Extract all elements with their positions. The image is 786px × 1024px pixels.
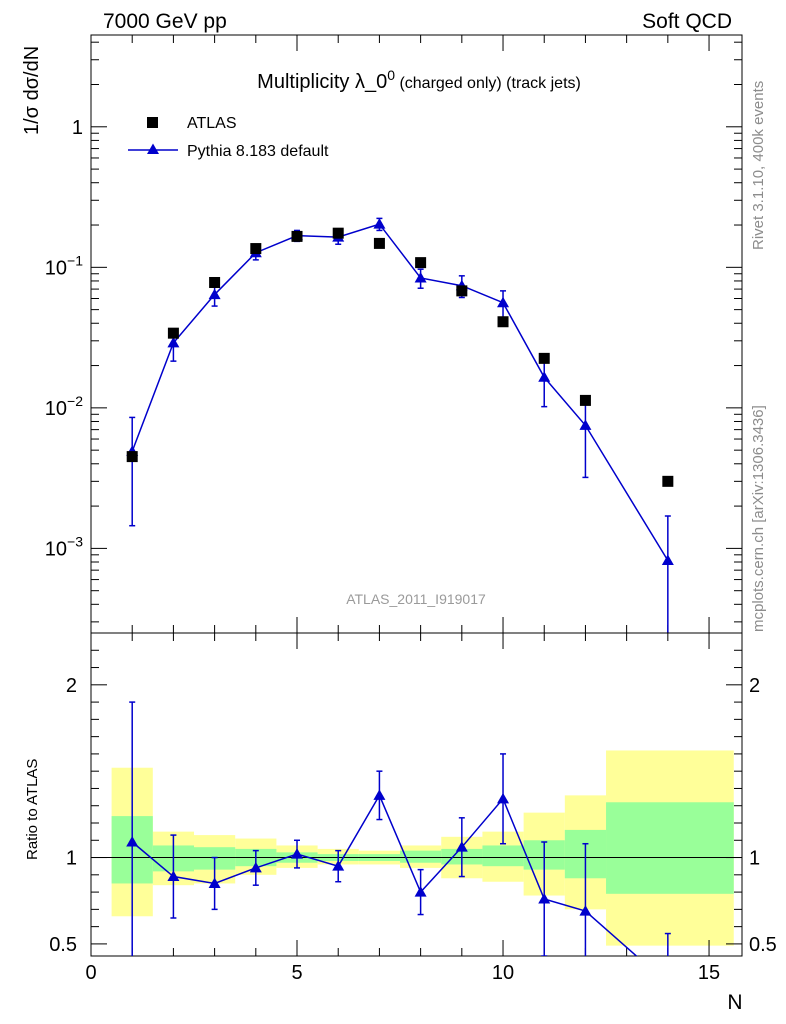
ratio-mc-point: [126, 836, 139, 847]
atlas-point: [291, 230, 303, 242]
mcplots-label: mcplots.cern.ch [arXiv:1306.3436]: [750, 405, 767, 632]
ratio-green-band: [400, 850, 442, 863]
ratio-ytick-label-left: 0.5: [49, 934, 77, 956]
mc-point: [373, 218, 386, 229]
ratio-mc-point: [662, 978, 674, 989]
ratio-ytick-label-right: 1: [749, 848, 760, 870]
main-axis-ticks: [90, 35, 742, 633]
ratio-mc-point: [579, 905, 592, 916]
main-title: Multiplicity λ_00 (charged only) (track …: [257, 67, 581, 93]
main-ytick-label: 10−1: [45, 252, 83, 279]
mc-point: [538, 371, 551, 382]
mc-point: [414, 271, 427, 283]
atlas-point: [497, 316, 509, 328]
ratio-panel: 0.5 0.5 1 1 2 2 0 5 10 15 Ratio to ATLAS N: [24, 632, 777, 1014]
legend-atlas-marker: [147, 117, 158, 128]
mc-point: [167, 336, 180, 348]
legend-mc-label: Pythia 8.183 default: [187, 143, 329, 160]
main-panel: 10−3 10−2 10−1 1 1/σ dσ/dN Multiplicity λ_0…: [21, 34, 743, 634]
analysis-watermark: ATLAS_2011_I919017: [346, 591, 486, 607]
ratio-mc-point: [497, 792, 510, 804]
main-ytick-label: 1: [72, 117, 83, 139]
legend-atlas-label: ATLAS: [187, 115, 237, 132]
ratio-mc-point: [208, 877, 221, 888]
atlas-point: [415, 257, 427, 269]
ratio-mc-point: [538, 893, 551, 904]
ratio-mc-series: [126, 701, 674, 989]
atlas-point: [456, 285, 468, 297]
atlas-point: [373, 237, 385, 249]
main-ylabel: 1/σ dσ/dN: [21, 46, 43, 135]
ratio-ytick-label-right: 0.5: [749, 934, 777, 956]
atlas-point: [250, 243, 262, 255]
atlas-point: [662, 475, 674, 487]
mc-point: [208, 288, 221, 300]
legend-mc-marker: [147, 143, 159, 154]
atlas-point: [332, 227, 344, 239]
ratio-xtick-label: 0: [85, 962, 96, 984]
ratio-green-band: [606, 802, 734, 894]
ratio-uncertainty-bands: [111, 750, 734, 946]
mc-series: [126, 217, 674, 633]
mc-point: [661, 554, 674, 566]
ratio-ytick-label-left: 1: [66, 848, 77, 870]
ratio-xlabel: N: [727, 991, 742, 1014]
atlas-point: [209, 276, 221, 288]
ratio-frame: [90, 632, 743, 957]
ratio-mc-point: [249, 861, 262, 873]
ratio-mc-point: [291, 848, 304, 859]
mc-point: [579, 419, 592, 430]
atlas-point: [167, 327, 179, 339]
ratio-ylabel: Ratio to ATLAS: [24, 759, 41, 860]
header-left: 7000 GeV pp: [103, 10, 227, 33]
legend: ATLAS Pythia 8.183 default: [128, 115, 329, 160]
ratio-mc-point: [414, 886, 427, 897]
atlas-point: [538, 352, 550, 364]
main-y-tick-labels: 10−3 10−2 10−1 1: [45, 117, 83, 561]
ratio-clipped-series: [126, 701, 674, 989]
ratio-xtick-label: 5: [291, 962, 302, 984]
ratio-mc-point: [332, 860, 345, 871]
mc-line: [131, 223, 669, 561]
ratio-green-band: [482, 845, 524, 867]
atlas-point: [126, 451, 138, 463]
ratio-mc-point: [373, 789, 386, 800]
ratio-xtick-label: 10: [492, 962, 514, 984]
mc-point: [497, 296, 510, 308]
main-ytick-label: 10−2: [45, 393, 83, 420]
ratio-mc-point: [167, 870, 180, 882]
header-right: Soft QCD: [642, 10, 732, 33]
ratio-ytick-label-right: 2: [749, 675, 760, 697]
rivet-label: Rivet 3.1.10, 400k events: [750, 81, 767, 250]
ratio-mc-point: [455, 841, 468, 852]
ratio-tick-labels: 0.5 0.5 1 1 2 2 0 5 10 15: [49, 675, 777, 984]
atlas-point: [579, 394, 591, 406]
ratio-ytick-label-left: 2: [66, 675, 77, 697]
data-series: [126, 227, 674, 487]
ratio-axis-ticks: [90, 633, 742, 956]
main-ytick-label: 10−3: [45, 533, 83, 560]
ratio-plot-area: [90, 632, 743, 957]
ratio-xtick-label: 15: [698, 962, 720, 984]
